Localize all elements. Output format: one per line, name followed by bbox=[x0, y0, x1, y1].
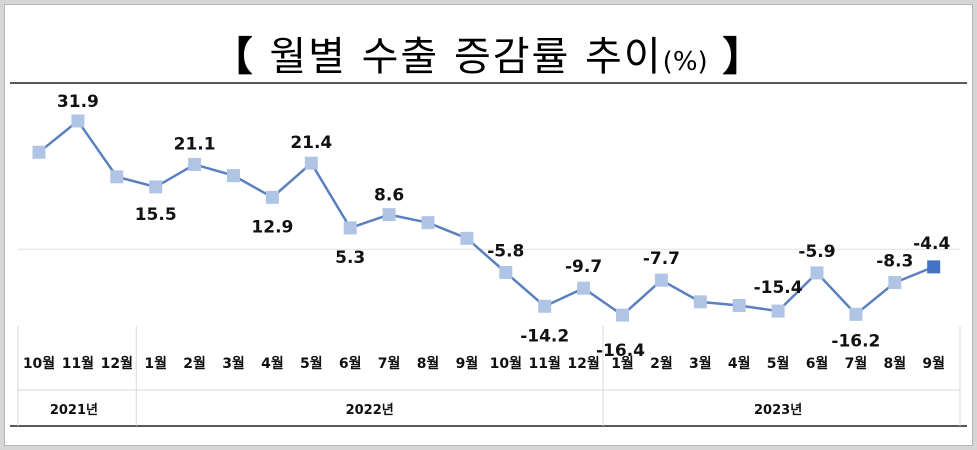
data-label: 5.3 bbox=[335, 248, 365, 268]
data-label: -16.4 bbox=[596, 341, 645, 361]
year-labels: 2021년 2022년 2023년 bbox=[50, 403, 802, 418]
data-point bbox=[732, 298, 746, 312]
data-point bbox=[771, 304, 785, 318]
tick-label: 7월 bbox=[378, 355, 401, 372]
data-label: 15.5 bbox=[135, 205, 177, 225]
chart-frame bbox=[4, 4, 973, 446]
tick-label: 2월 bbox=[650, 355, 673, 372]
data-point bbox=[849, 307, 863, 321]
tick-label: 9월 bbox=[456, 355, 479, 372]
tick-label: 4월 bbox=[728, 355, 751, 372]
data-label: 21.4 bbox=[290, 133, 332, 153]
tick-label: 5월 bbox=[300, 355, 323, 372]
data-point bbox=[654, 273, 668, 287]
title-close-bracket: 】 bbox=[722, 34, 765, 80]
data-point bbox=[227, 169, 240, 183]
data-point bbox=[32, 145, 46, 159]
tick-label: 3월 bbox=[222, 355, 245, 372]
data-labels: 31.9 15.5 21.1 12.9 21.4 5.3 8.6 -5.8 -14.2 -9.7 -… bbox=[57, 92, 951, 361]
points bbox=[32, 114, 941, 322]
tick-label: 1월 bbox=[611, 355, 634, 372]
data-point bbox=[577, 281, 591, 295]
data-label: -8.3 bbox=[876, 252, 913, 272]
tick-label: 12월 bbox=[101, 355, 133, 372]
data-label: -16.2 bbox=[831, 331, 880, 351]
year-label: 2021년 bbox=[50, 403, 98, 418]
data-point bbox=[888, 276, 902, 290]
data-point bbox=[810, 266, 824, 280]
tick-label: 8월 bbox=[883, 355, 906, 372]
tick-label: 1월 bbox=[144, 355, 167, 372]
data-point bbox=[460, 231, 474, 245]
data-label: 8.6 bbox=[374, 186, 404, 206]
tick-label: 2월 bbox=[183, 355, 206, 372]
data-point bbox=[71, 114, 85, 128]
year-label: 2023년 bbox=[754, 403, 802, 418]
data-point bbox=[421, 216, 435, 230]
data-label: 31.9 bbox=[57, 92, 99, 112]
data-point bbox=[265, 190, 279, 204]
tick-label: 9월 bbox=[922, 355, 945, 372]
tick-label: 6월 bbox=[806, 355, 829, 372]
tick-label: 12월 bbox=[567, 355, 599, 372]
tick-label: 7월 bbox=[845, 355, 868, 372]
data-point-highlight bbox=[927, 260, 941, 274]
tick-label: 4월 bbox=[261, 355, 284, 372]
frame-lines bbox=[10, 82, 967, 427]
data-point bbox=[616, 308, 629, 322]
tick-label: 10월 bbox=[23, 355, 55, 372]
data-point bbox=[538, 299, 552, 313]
data-label: 12.9 bbox=[251, 217, 293, 237]
tick-label: 6월 bbox=[339, 355, 362, 372]
data-label: -14.2 bbox=[520, 326, 569, 346]
data-point bbox=[343, 221, 357, 235]
data-label: -7.7 bbox=[643, 249, 680, 269]
title-open-bracket: 【 bbox=[212, 34, 255, 80]
tick-label: 8월 bbox=[417, 355, 440, 372]
data-label: -4.4 bbox=[913, 234, 950, 254]
data-point bbox=[693, 295, 707, 309]
data-point bbox=[304, 156, 318, 170]
data-point bbox=[188, 157, 202, 171]
year-label: 2022년 bbox=[346, 403, 394, 418]
data-point bbox=[149, 180, 163, 194]
tick-label: 5월 bbox=[767, 355, 790, 372]
tick-labels: 10월 11월 12월 1월 2월 3월 4월 5월 6월 7월 8월 9월 10월 11월 12월 1월 2월… bbox=[23, 355, 945, 372]
chart-title: 【 월별 수출 증감률 추이(%) 】 bbox=[0, 24, 977, 82]
tick-label: 3월 bbox=[689, 355, 712, 372]
data-point bbox=[110, 170, 124, 184]
title-text: 월별 수출 증감률 추이 bbox=[269, 34, 663, 80]
tick-label: 10월 bbox=[490, 355, 522, 372]
data-label: -15.4 bbox=[754, 278, 803, 298]
data-point bbox=[499, 266, 513, 280]
data-label: -5.9 bbox=[798, 242, 835, 262]
title-unit: (%) bbox=[662, 47, 708, 77]
data-label: -9.7 bbox=[565, 257, 602, 277]
data-point bbox=[382, 208, 396, 222]
tick-label: 11월 bbox=[529, 355, 561, 372]
data-label: -5.8 bbox=[487, 242, 524, 262]
tick-label: 11월 bbox=[62, 355, 94, 372]
data-label: 21.1 bbox=[174, 134, 216, 154]
